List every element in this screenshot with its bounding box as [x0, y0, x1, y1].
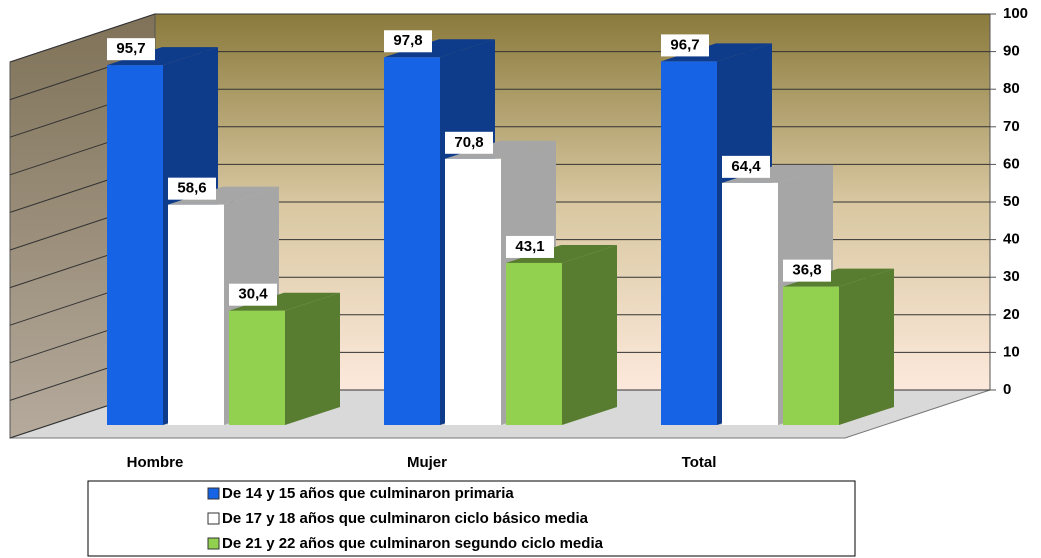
value-label-box [229, 283, 277, 306]
bar-top [229, 292, 340, 311]
value-label: 97,8 [393, 32, 422, 49]
bar [722, 182, 778, 425]
value-label-box [783, 259, 831, 282]
x-tick-label: Mujer [407, 454, 447, 471]
bar [107, 65, 163, 425]
y-tick-label: 20 [1003, 306, 1020, 323]
bar-top [445, 140, 556, 159]
bar-side [839, 268, 894, 425]
value-label-box [661, 34, 709, 57]
value-label: 43,1 [515, 238, 544, 255]
y-tick-label: 80 [1003, 80, 1020, 97]
bar [229, 310, 285, 425]
value-label: 95,7 [116, 40, 145, 57]
value-label-box [722, 155, 770, 178]
y-tick-label: 30 [1003, 268, 1020, 285]
bar-top [783, 268, 894, 287]
y-tick-label: 0 [1003, 381, 1011, 398]
bar-top [168, 186, 279, 205]
bar [783, 286, 839, 425]
value-label-box [506, 235, 554, 258]
y-tick-label: 50 [1003, 193, 1020, 210]
x-tick-label: Hombre [127, 454, 184, 471]
y-tick-label: 90 [1003, 43, 1020, 60]
value-label: 58,6 [177, 180, 206, 197]
bar [168, 204, 224, 425]
bar-side [562, 244, 617, 425]
value-label: 64,4 [731, 158, 761, 175]
bar [506, 262, 562, 425]
bar [661, 61, 717, 426]
value-label-box [107, 38, 155, 61]
value-label: 30,4 [238, 286, 268, 303]
bar-top [384, 39, 495, 58]
y-tick-label: 60 [1003, 155, 1020, 172]
legend-swatch [207, 487, 220, 500]
value-label: 70,8 [454, 134, 483, 151]
value-label-box [168, 177, 216, 200]
legend-swatch [207, 537, 220, 550]
value-label-box [384, 30, 432, 53]
legend-label: De 21 y 22 años que culminaron segundo c… [222, 535, 604, 552]
value-label: 96,7 [670, 36, 699, 53]
bar-top [722, 164, 833, 183]
bar-top [107, 47, 218, 66]
y-tick-label: 40 [1003, 231, 1020, 248]
bar-top [506, 244, 617, 263]
x-tick-label: Total [682, 454, 717, 471]
y-tick-label: 100 [1003, 5, 1028, 22]
value-label-box [445, 131, 493, 154]
bar-top [661, 43, 772, 62]
legend-swatch [207, 512, 220, 525]
y-tick-label: 70 [1003, 118, 1020, 135]
legend-label: De 17 y 18 años que culminaron ciclo bás… [222, 510, 589, 527]
grid-line [9, 13, 156, 63]
bar [445, 158, 501, 426]
bar-side [285, 292, 340, 425]
bar [384, 57, 440, 425]
y-tick-label: 10 [1003, 343, 1020, 360]
value-label: 36,8 [792, 262, 821, 279]
legend-label: De 14 y 15 años que culminaron primaria [222, 485, 514, 502]
